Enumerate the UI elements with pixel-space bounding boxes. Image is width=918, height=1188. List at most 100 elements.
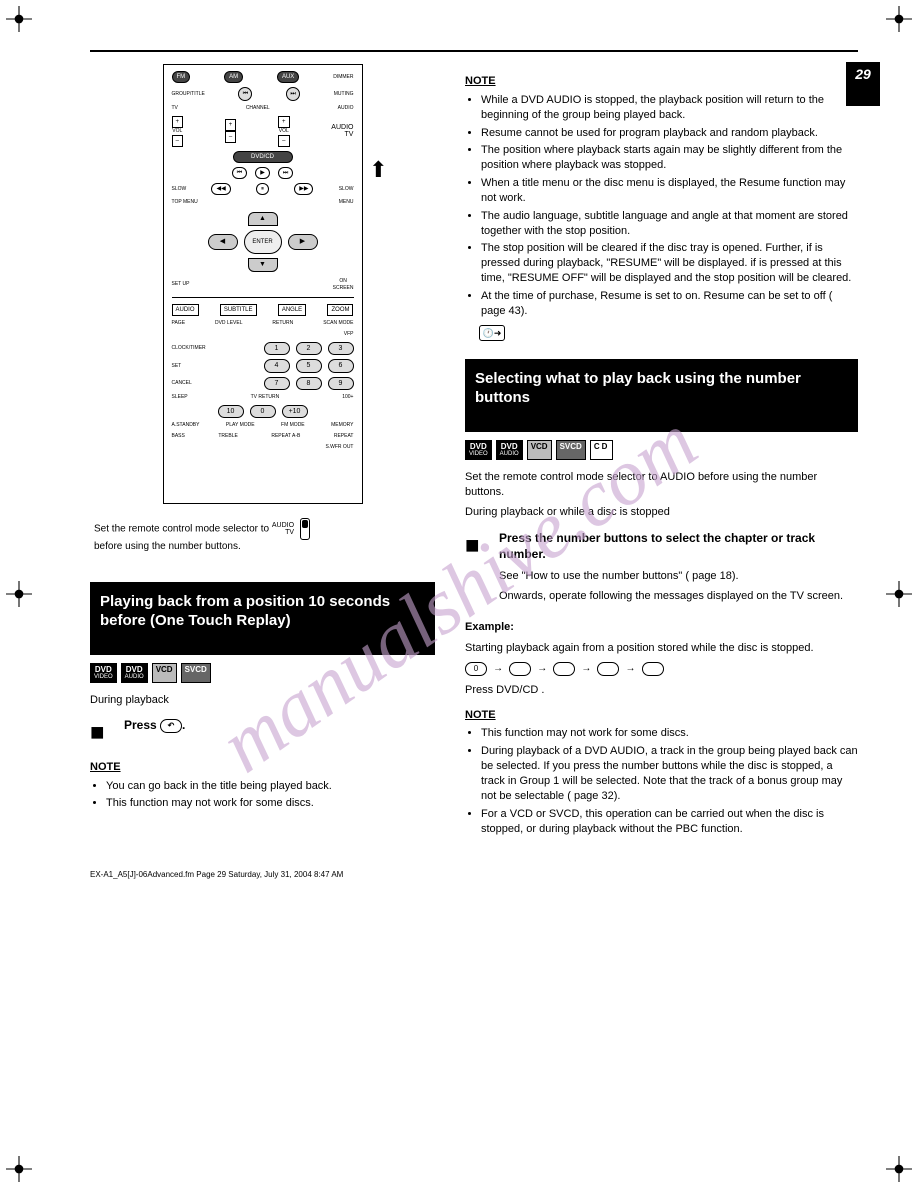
aux-button: AUX bbox=[277, 71, 299, 83]
badge-vcd: VCD bbox=[152, 663, 177, 683]
press-text: Press bbox=[124, 718, 160, 732]
clock-icon: 🕐➜ bbox=[479, 325, 505, 341]
hundred-label: 100+ bbox=[342, 394, 353, 401]
note-title-right-top: NOTE bbox=[465, 74, 858, 89]
step-numbers-text: Press the number buttons to select the c… bbox=[499, 530, 858, 562]
vol-up: + bbox=[172, 116, 184, 128]
num-7: 7 bbox=[264, 377, 290, 390]
angle-btn: ANGLE bbox=[278, 304, 306, 316]
num-6: 6 bbox=[328, 359, 354, 372]
selector-note-text: Set the remote control mode selector to bbox=[94, 524, 272, 535]
step-bullet-icon: ■ bbox=[90, 717, 112, 749]
setup-label: SET UP bbox=[172, 281, 190, 288]
sel-audio: AUDIO bbox=[272, 522, 294, 529]
dvdlevel-label: DVD LEVEL bbox=[215, 320, 243, 327]
seq-blank-3 bbox=[597, 662, 619, 676]
rnote-6: The stop position will be cleared if the… bbox=[481, 241, 858, 286]
up-icon: ▲ bbox=[248, 212, 278, 226]
rw-icon: ◀◀ bbox=[211, 183, 230, 195]
arrow-icon-2: → bbox=[537, 663, 547, 674]
down-icon: ▼ bbox=[248, 258, 278, 272]
dimmer-label: DIMMER bbox=[333, 74, 353, 81]
num-2: 2 bbox=[296, 342, 322, 355]
note-title-right-bottom: NOTE bbox=[465, 708, 858, 723]
repeatab-label: REPEAT A-B bbox=[271, 433, 300, 440]
cancel-label: CANCEL bbox=[172, 380, 192, 387]
remote-diagram: ⬆ FM AM AUX DIMMER GROUP/TITLE ⏮ ⏭ MUTIN… bbox=[163, 64, 363, 504]
scanmode-label: SCAN MODE bbox=[323, 320, 353, 327]
num-5: 5 bbox=[296, 359, 322, 372]
vol-down: – bbox=[172, 135, 184, 147]
vol-label: VOL bbox=[172, 128, 184, 135]
replay-button-icon: ↶ bbox=[160, 719, 182, 733]
num-3: 3 bbox=[328, 342, 354, 355]
treble-label: TREBLE bbox=[218, 433, 237, 440]
prev-icon: ⏮ bbox=[232, 167, 247, 179]
onscreen-label: ON SCREEN bbox=[333, 278, 354, 292]
slow-r-label: SLOW bbox=[339, 186, 354, 193]
bass-label: BASS bbox=[172, 433, 185, 440]
rnote-2: Resume cannot be used for program playba… bbox=[481, 126, 858, 141]
num-9: 9 bbox=[328, 377, 354, 390]
ch-down: – bbox=[225, 131, 237, 143]
arrow-up-icon: ⬆ bbox=[369, 155, 387, 185]
skip-fwd-icon: ⏭ bbox=[286, 87, 300, 101]
notes-right-bottom: This function may not work for some disc… bbox=[481, 726, 858, 836]
rnote-4: When a title menu or the disc menu is di… bbox=[481, 176, 858, 206]
audio-btn: AUDIO bbox=[172, 304, 199, 316]
example-sequence: 0 → → → → bbox=[465, 662, 858, 677]
rnote2-3: For a VCD or SVCD, this operation can be… bbox=[481, 807, 858, 837]
num-p10: +10 bbox=[282, 405, 308, 418]
num-10: 10 bbox=[218, 405, 244, 418]
sel-tv: TV bbox=[285, 529, 294, 536]
tv-label: TV bbox=[172, 105, 178, 112]
right-icon: ▶ bbox=[288, 234, 318, 250]
seq-blank-2 bbox=[553, 662, 575, 676]
arrow-icon-3: → bbox=[581, 663, 591, 674]
audio-label: AUDIO bbox=[338, 105, 354, 112]
example-instr: Starting playback again from a position … bbox=[465, 641, 858, 656]
selector-note-tail: before using the number buttons. bbox=[94, 541, 241, 552]
rnote-3: The position where playback starts again… bbox=[481, 143, 858, 173]
step-replay: ■ Press ↶. bbox=[90, 717, 435, 749]
footer: EX-A1_A5[J]-06Advanced.fm Page 29 Saturd… bbox=[90, 870, 858, 879]
astandby-label: A.STANDBY bbox=[172, 422, 200, 429]
pause-icon: ⏸ bbox=[256, 183, 269, 195]
vol-label-2: VOL bbox=[278, 128, 290, 135]
swfr-label: S.WFR OUT bbox=[325, 444, 353, 451]
see-ref: See "How to use the number buttons" ( pa… bbox=[499, 569, 858, 584]
period: . bbox=[182, 718, 185, 732]
selector-switch-icon bbox=[300, 518, 310, 540]
enter-button: ENTER bbox=[244, 230, 282, 254]
note-title-left: NOTE bbox=[90, 760, 435, 775]
subtitle-btn: SUBTITLE bbox=[220, 304, 257, 316]
zoom-btn: ZOOM bbox=[327, 304, 353, 316]
seq-blank-1 bbox=[509, 662, 531, 676]
badge-dvd-audio: DVDAUDIO bbox=[121, 663, 148, 683]
badge-dvd-video: DVDVIDEO bbox=[90, 663, 117, 683]
fm-button: FM bbox=[172, 71, 191, 83]
rnote-7: At the time of purchase, Resume is set t… bbox=[481, 289, 858, 319]
after-text: Onwards, operate following the messages … bbox=[499, 589, 858, 604]
clocktimer-label: CLOCK/TIMER bbox=[172, 345, 206, 352]
next-icon: ⏭ bbox=[278, 167, 293, 179]
group-title-label: GROUP/TITLE bbox=[172, 91, 205, 98]
selector-note: Set the remote control mode selector to … bbox=[90, 518, 435, 554]
num-0: 0 bbox=[250, 405, 276, 418]
step-bullet-icon-2: ■ bbox=[465, 530, 487, 610]
num-1: 1 bbox=[264, 342, 290, 355]
arrow-icon-1: → bbox=[493, 663, 503, 674]
num-8: 8 bbox=[296, 377, 322, 390]
badge2-cd: CD bbox=[590, 440, 614, 460]
page-label: PAGE bbox=[172, 320, 186, 327]
tvreturn-label: TV RETURN bbox=[251, 394, 280, 401]
num-4: 4 bbox=[264, 359, 290, 372]
press-dvdcd: Press DVD/CD . bbox=[465, 683, 858, 698]
para-during-or-stopped: During playback or while a disc is stopp… bbox=[465, 505, 858, 520]
seq-0: 0 bbox=[465, 662, 487, 676]
top-rule bbox=[90, 50, 858, 52]
rnote2-2: During playback of a DVD AUDIO, a track … bbox=[481, 744, 858, 803]
arrow-icon-4: → bbox=[625, 663, 635, 674]
badge2-dvd-video: DVDVIDEO bbox=[465, 440, 492, 460]
notes-left: You can go back in the title being playe… bbox=[106, 779, 435, 812]
